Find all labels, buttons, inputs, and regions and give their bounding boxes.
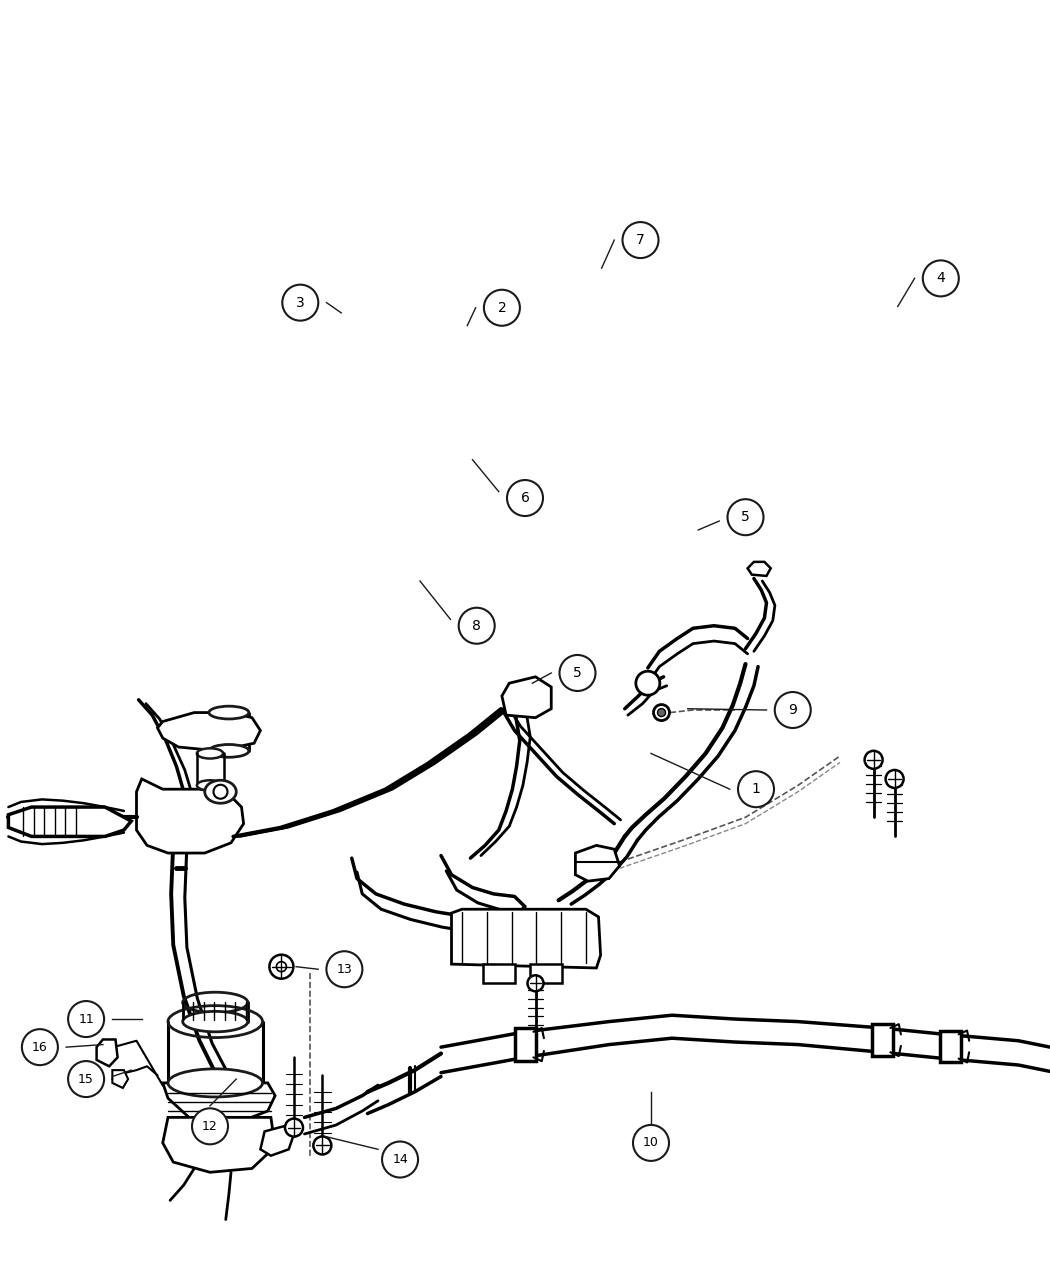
Ellipse shape (197, 748, 223, 759)
Circle shape (636, 672, 659, 695)
Text: 15: 15 (78, 1073, 94, 1085)
Polygon shape (158, 713, 260, 751)
Polygon shape (872, 1024, 892, 1056)
Ellipse shape (183, 1011, 248, 1032)
Text: 7: 7 (636, 234, 645, 246)
Circle shape (327, 951, 362, 987)
Circle shape (560, 655, 595, 691)
Ellipse shape (209, 706, 249, 719)
Ellipse shape (205, 780, 236, 803)
Text: 6: 6 (521, 492, 529, 504)
Ellipse shape (197, 780, 223, 790)
Polygon shape (163, 1083, 275, 1121)
Circle shape (775, 692, 811, 728)
Circle shape (213, 785, 228, 798)
Circle shape (313, 1137, 332, 1154)
Circle shape (484, 290, 520, 326)
Text: 13: 13 (336, 963, 353, 976)
Circle shape (864, 751, 883, 769)
Polygon shape (575, 845, 620, 881)
Text: 2: 2 (498, 301, 506, 314)
Polygon shape (8, 807, 131, 836)
Text: 1: 1 (752, 783, 760, 796)
Polygon shape (514, 1028, 536, 1061)
Ellipse shape (168, 1069, 262, 1097)
Polygon shape (940, 1031, 961, 1062)
Text: 16: 16 (32, 1041, 48, 1054)
Polygon shape (530, 964, 562, 983)
Circle shape (728, 499, 763, 535)
Circle shape (382, 1142, 418, 1177)
Polygon shape (483, 964, 514, 983)
Circle shape (738, 771, 774, 807)
Text: 12: 12 (202, 1120, 218, 1133)
Circle shape (285, 1119, 303, 1137)
Polygon shape (97, 1039, 118, 1066)
Circle shape (653, 705, 670, 720)
Polygon shape (260, 1126, 294, 1156)
Circle shape (276, 962, 287, 972)
Circle shape (623, 222, 658, 258)
Circle shape (885, 770, 904, 788)
Circle shape (68, 1001, 104, 1037)
Text: 10: 10 (643, 1137, 659, 1149)
Polygon shape (748, 562, 771, 576)
Text: 8: 8 (472, 619, 481, 632)
Circle shape (22, 1029, 58, 1065)
Circle shape (507, 480, 543, 516)
Text: 4: 4 (937, 272, 945, 285)
Circle shape (68, 1061, 104, 1097)
Circle shape (459, 608, 495, 644)
Text: 5: 5 (741, 511, 750, 524)
Text: 3: 3 (296, 296, 304, 309)
Circle shape (657, 709, 666, 716)
Text: 5: 5 (573, 667, 582, 679)
Polygon shape (163, 1117, 275, 1172)
Text: 11: 11 (79, 1013, 94, 1025)
Polygon shape (136, 779, 244, 853)
Circle shape (527, 976, 544, 991)
Circle shape (633, 1125, 669, 1161)
Polygon shape (112, 1070, 128, 1088)
Text: 14: 14 (393, 1153, 407, 1166)
Circle shape (282, 285, 318, 321)
Circle shape (923, 261, 959, 296)
Polygon shape (452, 909, 601, 968)
Ellipse shape (209, 744, 249, 757)
Text: 9: 9 (789, 704, 797, 716)
Circle shape (192, 1108, 228, 1144)
Polygon shape (502, 677, 551, 718)
Circle shape (270, 955, 293, 978)
